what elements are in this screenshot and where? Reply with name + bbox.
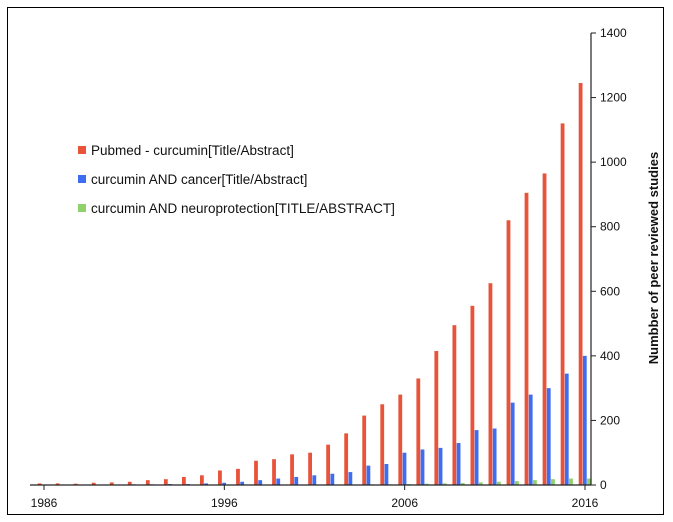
bar-s2-2011 [496, 481, 501, 485]
bar-s0-2005 [380, 404, 385, 485]
legend-label-0: Pubmed - curcumin[Title/Abstract] [91, 143, 294, 158]
bar-s0-1998 [254, 460, 258, 485]
y-tick-label: 1200 [600, 91, 627, 105]
legend-label-1: curcumin AND cancer[Title/Abstract] [91, 172, 307, 187]
bar-s0-1999 [272, 459, 276, 485]
bar-s0-2016 [578, 83, 583, 485]
bar-s0-1995 [200, 475, 204, 485]
bar-s2-2010 [478, 482, 483, 485]
x-tick-label: 1996 [211, 496, 238, 510]
bar-s0-2004 [362, 415, 367, 485]
bar-s2-2009 [460, 483, 465, 485]
bar-s0-2014 [542, 173, 547, 485]
bar-s0-1997 [236, 468, 240, 485]
bar-s1-1997 [240, 481, 245, 485]
bar-s0-2000 [290, 454, 294, 485]
bar-s1-2007 [420, 449, 425, 485]
y-axis-title: Numbber of peer reviewed studies [646, 152, 661, 364]
bar-s0-1988 [73, 483, 78, 485]
bar-s1-1995 [204, 483, 208, 485]
y-tick-label: 400 [600, 349, 620, 363]
bar-s1-2015 [564, 373, 569, 485]
legend-swatch-1 [78, 175, 86, 183]
ticks-layer: 0 200 400 600 800 1000 1200 1400 1986 1996 2006 201… [31, 26, 627, 510]
bar-s2-2014 [551, 479, 555, 485]
bar-s0-2006 [398, 394, 403, 485]
bars-layer [37, 83, 591, 486]
bar-s1-2004 [366, 465, 371, 485]
bar-s1-2000 [294, 476, 299, 485]
bar-s0-2008 [434, 351, 439, 485]
bar-s1-2010 [474, 430, 479, 485]
bar-s2-2008 [442, 483, 447, 485]
bar-s0-2013 [524, 192, 529, 485]
x-tick-label: 1986 [31, 496, 58, 510]
bar-s1-2006 [402, 452, 407, 485]
bar-s0-1994 [181, 476, 186, 485]
y-tick-label: 0 [600, 478, 607, 492]
y-tick-label: 600 [600, 284, 620, 298]
bar-s1-2012 [510, 402, 515, 485]
bar-s0-2012 [506, 220, 511, 485]
legend-swatch-2 [78, 204, 86, 212]
bar-s1-2005 [384, 464, 389, 485]
bar-s0-2001 [308, 452, 312, 485]
axes-layer [30, 33, 592, 486]
bar-s0-1986 [37, 483, 42, 485]
bar-s0-2010 [470, 305, 475, 485]
bar-s0-1996 [218, 470, 222, 485]
legend-swatch-0 [78, 146, 86, 154]
bar-s1-1998 [258, 480, 263, 485]
x-tick-label: 2016 [572, 496, 599, 510]
y-tick-label: 1400 [600, 26, 627, 40]
chart-frame [7, 7, 664, 515]
bar-s1-1996 [222, 482, 227, 485]
bar-s2-2013 [533, 480, 537, 485]
bar-s0-2003 [344, 433, 349, 485]
bar-s0-1990 [109, 482, 114, 485]
y-tick-label: 200 [600, 413, 620, 427]
bar-s0-2011 [488, 283, 493, 485]
bar-s2-2016 [587, 478, 591, 485]
bar-s0-1987 [55, 483, 60, 485]
bar-s1-2016 [582, 355, 587, 485]
bar-s0-1993 [163, 479, 168, 485]
bar-s2-2015 [569, 478, 573, 485]
bar-s0-1991 [127, 481, 132, 485]
bar-s1-2013 [528, 394, 533, 485]
y-tick-label: 800 [600, 220, 620, 234]
bar-s0-2002 [326, 444, 331, 485]
bar-s1-2002 [330, 473, 335, 485]
x-tick-label: 2006 [391, 496, 418, 510]
bar-s2-2007 [424, 483, 429, 485]
bar-s0-2015 [560, 123, 565, 486]
bar-s2-2012 [514, 481, 519, 485]
bar-s1-2009 [456, 443, 461, 485]
legend-label-2: curcumin AND neuroprotection[TITLE/ABSTR… [91, 201, 395, 216]
bar-s1-2003 [348, 472, 353, 485]
bar-s1-2001 [312, 475, 317, 485]
bar-s1-2014 [546, 388, 551, 485]
bar-s1-2011 [492, 428, 497, 485]
bar-s0-2007 [416, 378, 421, 485]
bar-s1-1999 [276, 478, 281, 485]
bar-s0-1989 [91, 482, 96, 485]
legend: Pubmed - curcumin[Title/Abstract] curcumi… [78, 143, 395, 216]
bar-s0-2009 [452, 325, 457, 485]
y-tick-label: 1000 [600, 155, 627, 169]
bar-s0-1992 [145, 480, 150, 485]
bar-s1-2008 [438, 447, 443, 485]
